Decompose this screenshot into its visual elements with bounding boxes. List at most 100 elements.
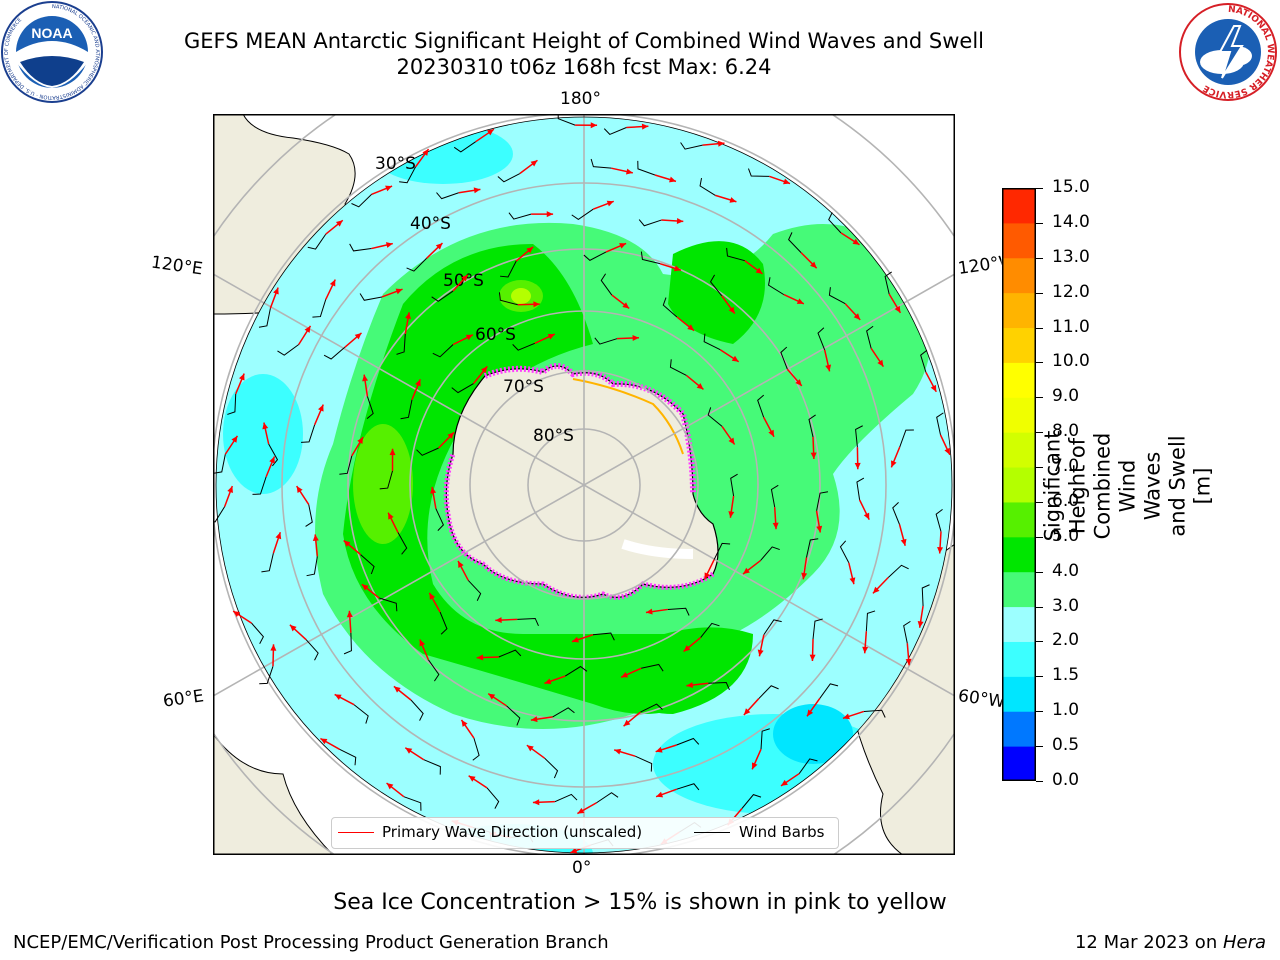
- wind-barb: [258, 308, 271, 328]
- wave-arrowhead: [801, 572, 808, 580]
- wind-barb: [592, 632, 615, 641]
- wind-barb: [788, 232, 802, 253]
- colorbar-swatch: [1002, 501, 1036, 538]
- wind-barb: [213, 506, 226, 523]
- colorbar-swatch: [1002, 432, 1036, 468]
- wind-barb: [252, 476, 267, 495]
- wave-arrowhead: [944, 447, 950, 455]
- colorbar-swatch: [1002, 362, 1036, 398]
- noaa-logo-text: NOAA: [31, 25, 72, 41]
- wind-barb: [378, 597, 398, 612]
- wave-arrowhead: [645, 608, 653, 615]
- colorbar-tick-label: 14.0: [1052, 211, 1090, 232]
- colorbar-tick-mark: [1036, 188, 1043, 189]
- wave-arrowhead: [783, 178, 791, 185]
- wave-arrowhead: [614, 748, 622, 755]
- wind-barb: [817, 327, 826, 351]
- colorbar-tick-mark: [1036, 327, 1043, 329]
- colorbar-swatch: [1002, 711, 1036, 747]
- lat-label-50: 50°S: [443, 271, 484, 291]
- colorbar-tick-label: 2.0: [1052, 630, 1080, 651]
- colorbar-swatch: [1002, 571, 1036, 608]
- wave-arrowhead: [795, 379, 802, 386]
- wind-barb: [936, 412, 944, 435]
- wave-arrowhead: [731, 355, 739, 362]
- colorbar-tick-label: 12.0: [1052, 281, 1090, 302]
- footer-date: 12 Mar 2023 on Hera: [1075, 932, 1266, 953]
- wave-arrowhead: [468, 775, 476, 782]
- wind-barb: [855, 425, 863, 448]
- colorbar-tick-label: 8.0: [1052, 421, 1080, 442]
- wave-arrowhead: [447, 432, 455, 439]
- wind-barb: [554, 793, 578, 803]
- wave-arrowhead: [227, 486, 233, 494]
- wave-arrowhead: [269, 456, 275, 464]
- wave-arrowhead: [361, 584, 369, 591]
- wave-arrowhead: [388, 512, 394, 520]
- wind-barb: [410, 699, 424, 721]
- wave-arrowhead: [809, 654, 816, 661]
- wind-barb: [638, 219, 662, 227]
- wind-barb: [301, 424, 316, 443]
- wind-barb: [397, 532, 408, 555]
- colorbar-swatch: [1002, 676, 1036, 712]
- wave-arrowhead: [429, 592, 436, 600]
- wave-arrowhead: [862, 646, 869, 654]
- wave-arrowhead: [606, 200, 614, 207]
- wave-arrowhead: [304, 325, 311, 333]
- wind-barb: [312, 299, 327, 318]
- wind-barb: [865, 610, 876, 632]
- wind-barb: [667, 607, 690, 616]
- wind-barb: [935, 508, 943, 532]
- wind-barb: [323, 346, 346, 360]
- colorbar-tick-mark: [1036, 571, 1043, 573]
- wind-barb: [552, 707, 575, 718]
- wave-arrowhead: [900, 538, 907, 546]
- colorbar-tick-mark: [1036, 432, 1043, 434]
- wind-barb: [892, 501, 901, 525]
- wave-arrowhead: [655, 746, 663, 753]
- wind-barb: [767, 277, 785, 296]
- wave-arrowhead: [415, 379, 421, 387]
- wind-barb: [812, 618, 823, 640]
- colorbar-tick-label: 15.0: [1052, 177, 1090, 197]
- wind-barb: [856, 477, 865, 500]
- wave-arrowhead: [780, 779, 788, 786]
- wind-barb: [305, 504, 313, 527]
- colorbar-tick-label: 6.0: [1052, 490, 1080, 511]
- colorbar-tick-label: 7.0: [1052, 456, 1080, 477]
- wave-arrowhead: [757, 649, 764, 657]
- wind-barb: [451, 383, 474, 394]
- wind-barb: [251, 622, 264, 645]
- colorbar-tick-mark: [1036, 467, 1043, 469]
- wind-barb: [816, 491, 829, 511]
- wind-barb: [669, 359, 687, 376]
- wave-arrowhead: [571, 636, 579, 643]
- wave-arrowhead: [768, 429, 774, 437]
- colorbar-tick-label: 5.0: [1052, 525, 1080, 546]
- colorbar-label: Significant Height of Combined Wind Wave…: [1040, 430, 1215, 542]
- lon-label-top: 180°: [560, 89, 601, 109]
- colorbar: [1002, 188, 1036, 781]
- wave-arrowhead: [570, 847, 578, 854]
- wind-barb: [760, 728, 770, 750]
- wind-barb: [564, 665, 588, 677]
- colorbar-tick-label: 1.0: [1052, 700, 1080, 721]
- wind-barb: [423, 759, 441, 775]
- wave-arrowhead: [547, 334, 555, 340]
- wind-barb: [805, 538, 819, 558]
- wind-barb: [798, 758, 818, 774]
- lat-label-80: 80°S: [533, 426, 574, 446]
- wave-arrowhead: [526, 745, 534, 752]
- wave-arrowhead: [476, 654, 484, 661]
- wave-arrowhead: [296, 486, 303, 493]
- wind-barb: [472, 737, 480, 761]
- wave-arrowhead: [728, 511, 735, 518]
- wave-arrowhead: [346, 610, 353, 618]
- footer-credit: NCEP/EMC/Verification Post Processing Pr…: [13, 932, 609, 953]
- wave-arrowhead: [863, 512, 870, 520]
- wave-arrowhead: [385, 185, 393, 192]
- wave-arrowhead: [683, 645, 691, 652]
- colorbar-tick-mark: [1036, 606, 1043, 608]
- wave-arrowhead: [318, 404, 324, 412]
